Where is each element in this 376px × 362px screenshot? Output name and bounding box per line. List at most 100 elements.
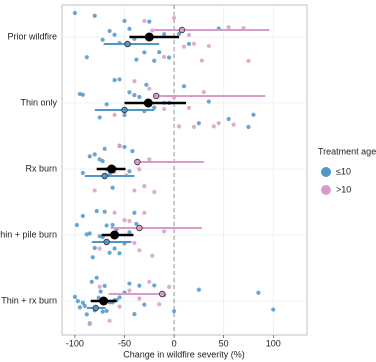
legend-swatch	[321, 167, 331, 177]
data-point	[142, 302, 147, 307]
data-point	[137, 296, 142, 301]
data-point	[74, 222, 79, 228]
data-point	[84, 312, 89, 317]
data-point	[117, 143, 122, 148]
data-point	[246, 58, 251, 64]
legend-label: >10	[336, 184, 351, 194]
data-point	[80, 92, 85, 97]
data-point	[256, 290, 261, 295]
data-point	[144, 82, 149, 87]
x-tick-label: -50	[118, 338, 131, 348]
data-point	[171, 15, 177, 21]
overall-estimate	[110, 230, 120, 240]
data-point	[122, 144, 127, 150]
data-point	[142, 183, 147, 189]
data-point	[132, 93, 137, 98]
data-point	[162, 229, 167, 234]
data-point	[191, 41, 197, 46]
data-point	[94, 209, 99, 214]
data-point	[84, 55, 89, 60]
data-point	[104, 308, 109, 314]
data-point	[152, 105, 157, 110]
data-point	[157, 302, 162, 307]
data-point	[176, 31, 182, 36]
data-point	[162, 32, 167, 37]
data-point	[112, 112, 117, 117]
data-point	[117, 77, 122, 82]
estimate	[103, 238, 110, 246]
y-tick-label: Rx burn	[25, 163, 57, 173]
data-point	[191, 124, 197, 129]
data-point	[147, 86, 152, 91]
estimate	[153, 92, 160, 100]
data-point	[150, 28, 155, 33]
data-point	[132, 79, 137, 84]
data-point	[246, 124, 251, 130]
data-point	[112, 210, 117, 215]
data-point	[132, 210, 137, 215]
data-point	[102, 146, 107, 151]
data-point	[110, 222, 115, 228]
x-axis-title: Change in wildfire severity (%)	[123, 349, 245, 359]
data-point	[137, 283, 142, 288]
data-point	[132, 312, 137, 317]
data-point	[134, 221, 139, 227]
data-point	[80, 213, 85, 219]
estimate	[124, 40, 131, 48]
data-point	[150, 253, 155, 258]
data-point	[127, 90, 132, 95]
estimate	[121, 106, 128, 114]
estimate	[134, 158, 141, 166]
data-point	[96, 295, 101, 300]
legend-swatch	[321, 185, 331, 195]
data-point	[171, 309, 177, 314]
x-tick-label: 50	[219, 338, 229, 348]
data-point	[127, 281, 132, 286]
data-point	[92, 13, 97, 18]
data-point	[271, 307, 276, 312]
data-point	[127, 169, 132, 174]
data-point	[100, 37, 105, 42]
data-point	[90, 255, 95, 260]
overall-estimate	[144, 32, 154, 42]
data-point	[112, 32, 117, 37]
estimate	[92, 304, 99, 312]
data-point	[94, 275, 99, 280]
x-tick-label: -100	[66, 338, 84, 348]
data-point	[102, 209, 107, 214]
x-tick-label: 100	[266, 338, 281, 348]
data-point	[127, 288, 132, 293]
legend-label: ≤10	[336, 166, 351, 176]
data-point	[186, 41, 192, 47]
data-point	[152, 58, 157, 63]
data-point	[117, 304, 122, 309]
y-tick-label: Thin only	[20, 97, 57, 107]
data-point	[97, 284, 102, 289]
data-point	[100, 159, 105, 164]
data-point	[104, 102, 109, 107]
data-point	[107, 250, 112, 255]
data-point	[186, 32, 192, 38]
data-point	[82, 303, 87, 308]
data-point	[75, 299, 80, 304]
data-point	[72, 294, 77, 299]
data-point	[226, 116, 231, 122]
data-point	[147, 19, 152, 24]
data-point	[132, 240, 137, 246]
data-point	[137, 94, 142, 100]
data-point	[130, 149, 135, 154]
data-point	[167, 55, 172, 60]
data-point	[196, 121, 201, 126]
data-point	[100, 309, 105, 314]
data-point	[176, 124, 182, 129]
data-point	[186, 105, 192, 111]
data-point	[87, 231, 92, 236]
data-point	[107, 318, 112, 323]
overall-estimate	[107, 164, 117, 174]
data-point	[112, 77, 117, 83]
data-point	[132, 188, 137, 193]
data-point	[77, 305, 82, 310]
data-point	[206, 99, 211, 104]
data-point	[181, 84, 187, 89]
data-point	[199, 58, 204, 63]
